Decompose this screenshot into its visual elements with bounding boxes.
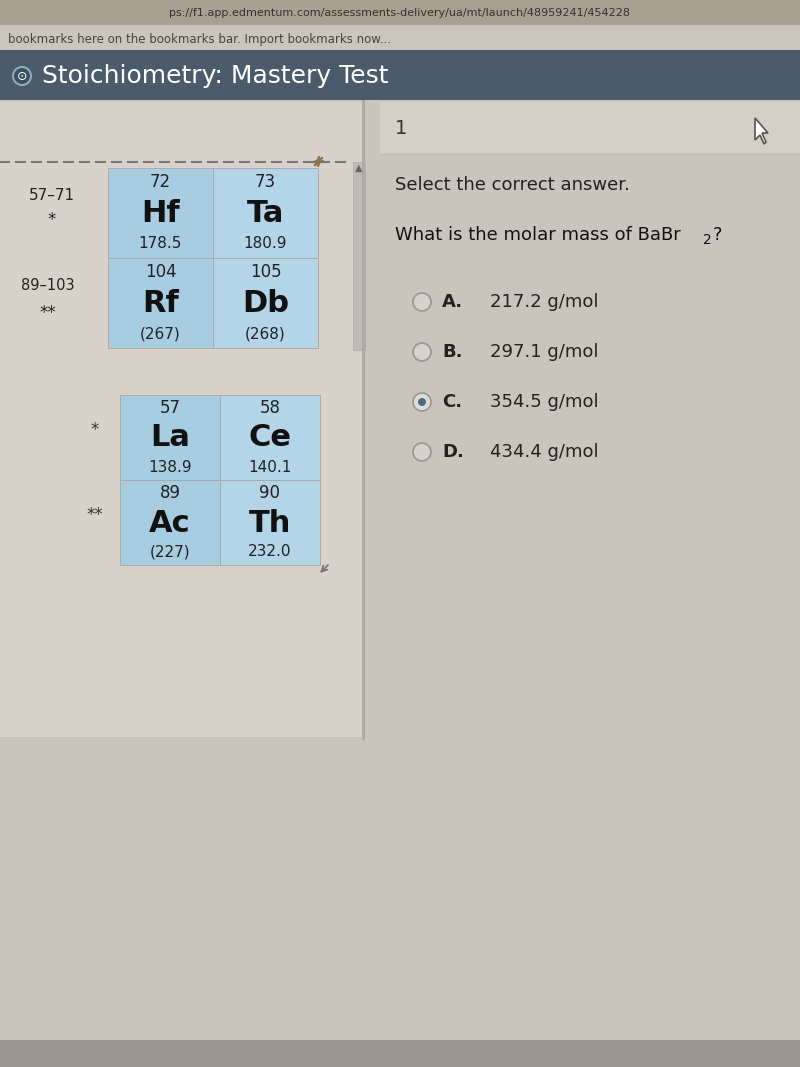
Text: 138.9: 138.9 [148,460,192,475]
Text: (268): (268) [245,327,286,341]
FancyBboxPatch shape [0,50,800,102]
FancyBboxPatch shape [108,258,213,348]
FancyBboxPatch shape [0,100,800,1067]
Text: Select the correct answer.: Select the correct answer. [395,176,630,194]
Text: Rf: Rf [142,289,179,319]
Text: Th: Th [249,509,291,538]
Text: Db: Db [242,289,289,319]
Text: *: * [48,211,56,229]
Text: 434.4 g/mol: 434.4 g/mol [490,443,598,461]
Text: ?: ? [713,226,722,244]
Text: 2: 2 [703,233,712,246]
FancyBboxPatch shape [0,102,365,737]
Text: (267): (267) [140,327,181,341]
Circle shape [418,398,426,407]
FancyBboxPatch shape [380,102,800,154]
Text: **: ** [86,506,103,524]
FancyBboxPatch shape [362,100,365,740]
FancyBboxPatch shape [0,0,800,25]
Text: 178.5: 178.5 [139,237,182,252]
Text: C.: C. [442,393,462,411]
Text: 232.0: 232.0 [248,544,292,559]
FancyBboxPatch shape [120,395,220,480]
FancyBboxPatch shape [220,395,320,480]
Text: **: ** [40,304,56,322]
Text: Stoichiometry: Mastery Test: Stoichiometry: Mastery Test [42,64,389,87]
FancyBboxPatch shape [108,168,213,258]
FancyBboxPatch shape [220,480,320,566]
Text: bookmarks here on the bookmarks bar. Import bookmarks now...: bookmarks here on the bookmarks bar. Imp… [8,32,391,46]
Text: La: La [150,424,190,452]
Text: 354.5 g/mol: 354.5 g/mol [490,393,598,411]
Text: 72: 72 [150,173,171,191]
Circle shape [413,343,431,361]
FancyBboxPatch shape [213,258,318,348]
Text: 104: 104 [145,262,176,281]
Text: 105: 105 [250,262,282,281]
Circle shape [413,443,431,461]
Polygon shape [755,118,768,144]
Text: Hf: Hf [141,200,180,228]
Text: 1: 1 [395,118,407,138]
FancyBboxPatch shape [0,1040,800,1067]
Text: ps://f1.app.edmentum.com/assessments-delivery/ua/mt/launch/48959241/454228: ps://f1.app.edmentum.com/assessments-del… [170,7,630,18]
Text: ▲: ▲ [355,163,362,173]
Text: B.: B. [442,343,462,361]
FancyBboxPatch shape [120,480,220,566]
Text: (227): (227) [150,544,190,559]
FancyBboxPatch shape [0,25,800,53]
Text: 140.1: 140.1 [248,460,292,475]
FancyBboxPatch shape [353,162,365,350]
Text: 58: 58 [259,399,281,417]
Text: 57: 57 [159,399,181,417]
Text: 89: 89 [159,484,181,501]
Circle shape [13,67,31,85]
Text: *: * [91,421,99,439]
Circle shape [413,393,431,411]
Text: A.: A. [442,293,463,310]
Text: 89–103: 89–103 [21,278,75,293]
Text: Ta: Ta [247,200,284,228]
Text: 297.1 g/mol: 297.1 g/mol [490,343,598,361]
Text: What is the molar mass of BaBr: What is the molar mass of BaBr [395,226,681,244]
Text: 90: 90 [259,484,281,501]
Text: 180.9: 180.9 [244,237,287,252]
Text: D.: D. [442,443,464,461]
Text: 57–71: 57–71 [29,189,75,204]
Text: 217.2 g/mol: 217.2 g/mol [490,293,598,310]
Text: ⊙: ⊙ [17,69,27,82]
Text: 73: 73 [255,173,276,191]
FancyBboxPatch shape [213,168,318,258]
Circle shape [413,293,431,310]
Text: Ac: Ac [149,509,191,538]
Text: Ce: Ce [249,424,291,452]
